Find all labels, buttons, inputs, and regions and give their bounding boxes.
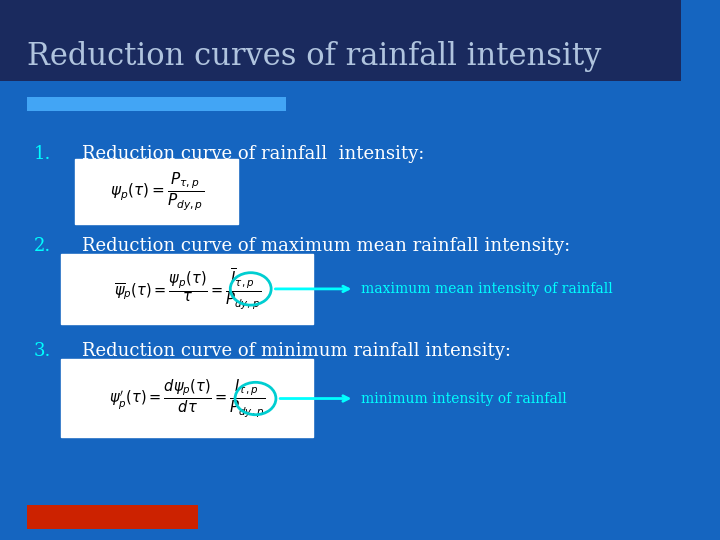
FancyBboxPatch shape: [27, 97, 286, 111]
FancyBboxPatch shape: [75, 159, 238, 224]
Text: minimum intensity of rainfall: minimum intensity of rainfall: [361, 392, 567, 406]
Text: Reduction curve of rainfall  intensity:: Reduction curve of rainfall intensity:: [82, 145, 424, 163]
FancyBboxPatch shape: [27, 505, 197, 529]
Text: $\psi_p'(\tau)=\dfrac{d\psi_p(\tau)}{d\tau}=\dfrac{I_{\tau,p}}{P_{dy,p}}$: $\psi_p'(\tau)=\dfrac{d\psi_p(\tau)}{d\t…: [109, 377, 266, 420]
FancyBboxPatch shape: [61, 254, 313, 324]
Text: 3.: 3.: [34, 342, 51, 360]
Text: Reduction curve of maximum mean rainfall intensity:: Reduction curve of maximum mean rainfall…: [82, 237, 570, 255]
Text: maximum mean intensity of rainfall: maximum mean intensity of rainfall: [361, 282, 613, 296]
Text: $\psi_p(\tau) = \dfrac{P_{\tau,p}}{P_{dy,p}}$: $\psi_p(\tau) = \dfrac{P_{\tau,p}}{P_{dy…: [109, 171, 204, 213]
Text: Reduction curve of minimum rainfall intensity:: Reduction curve of minimum rainfall inte…: [82, 342, 510, 360]
Text: 1.: 1.: [34, 145, 51, 163]
Text: 2.: 2.: [34, 237, 51, 255]
FancyBboxPatch shape: [61, 359, 313, 437]
FancyBboxPatch shape: [0, 0, 681, 81]
Text: Reduction curves of rainfall intensity: Reduction curves of rainfall intensity: [27, 41, 602, 72]
Text: $\overline{\psi}_p(\tau)=\dfrac{\psi_p(\tau)}{\tau}=\dfrac{\overline{I}_{\tau,p}: $\overline{\psi}_p(\tau)=\dfrac{\psi_p(\…: [114, 266, 261, 312]
